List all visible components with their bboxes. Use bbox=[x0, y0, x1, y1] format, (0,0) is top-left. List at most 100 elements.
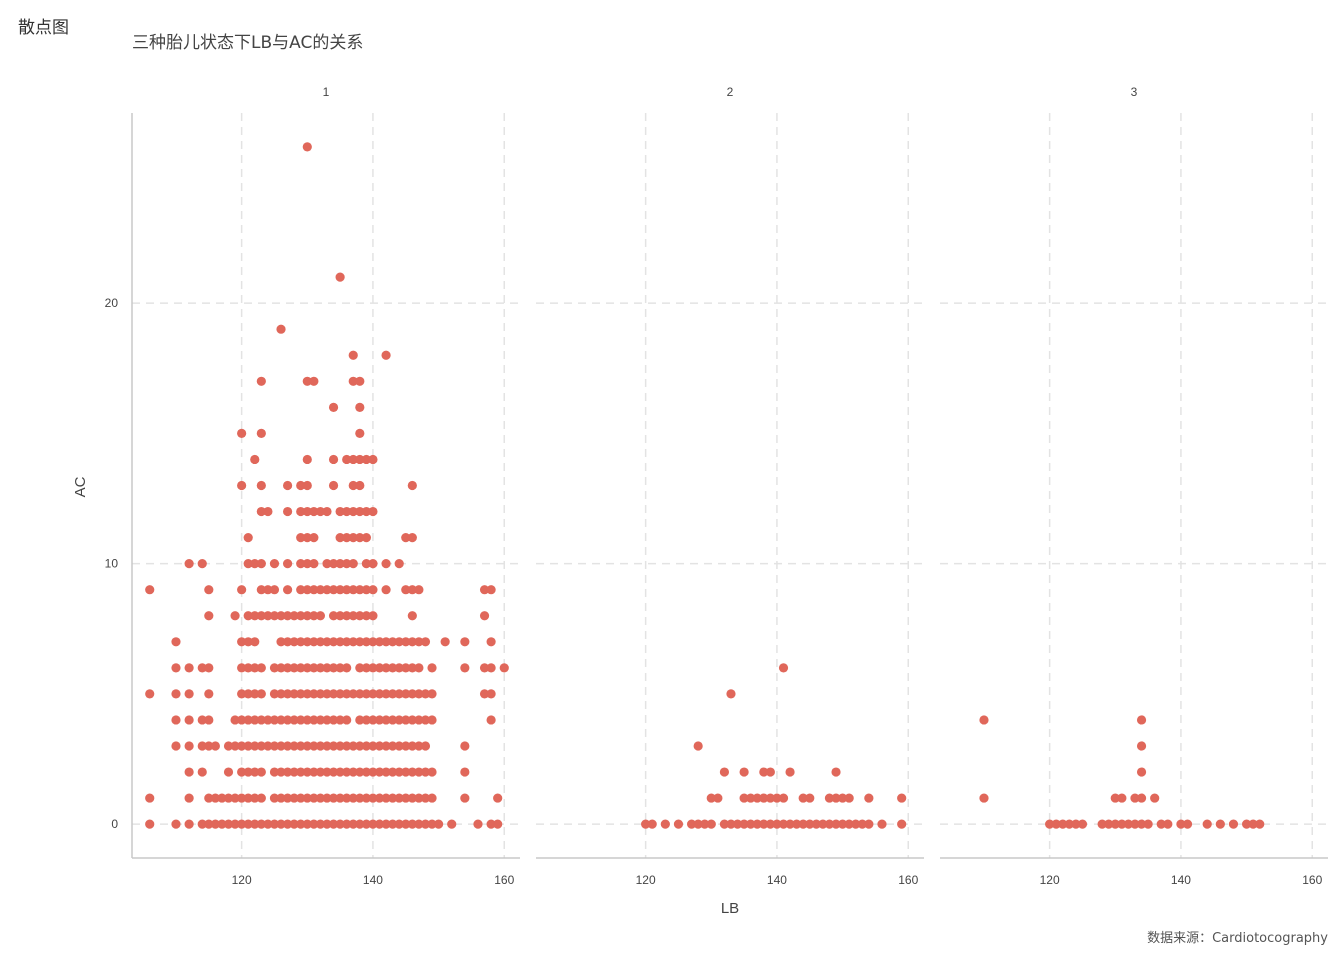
data-point bbox=[302, 506, 312, 517]
data-point bbox=[374, 689, 385, 699]
data-point bbox=[230, 741, 240, 751]
data-point bbox=[282, 611, 293, 621]
data-point bbox=[759, 767, 769, 777]
data-point bbox=[243, 611, 253, 621]
data-point bbox=[394, 663, 404, 673]
data-point bbox=[243, 819, 253, 829]
data-point bbox=[237, 819, 247, 829]
data-point bbox=[184, 793, 194, 803]
data-point bbox=[1071, 819, 1081, 829]
data-point bbox=[322, 689, 332, 699]
data-point bbox=[302, 663, 312, 673]
data-point bbox=[368, 454, 378, 465]
data-point bbox=[479, 689, 490, 699]
data-point bbox=[460, 741, 470, 751]
data-point bbox=[315, 715, 326, 725]
data-point bbox=[145, 819, 155, 829]
data-point bbox=[302, 689, 312, 699]
data-point bbox=[673, 819, 684, 829]
data-point bbox=[381, 559, 391, 569]
data-point bbox=[217, 793, 227, 803]
data-point bbox=[322, 767, 332, 777]
data-point bbox=[256, 689, 266, 699]
data-point bbox=[335, 715, 345, 725]
data-point bbox=[427, 793, 437, 803]
data-point bbox=[479, 611, 490, 621]
data-point bbox=[322, 559, 332, 569]
data-point bbox=[772, 793, 782, 803]
data-point bbox=[335, 611, 345, 621]
data-point bbox=[250, 741, 260, 751]
data-point bbox=[407, 585, 417, 595]
data-point bbox=[824, 819, 835, 829]
data-point bbox=[342, 663, 352, 673]
data-point bbox=[414, 767, 424, 777]
data-point bbox=[388, 767, 398, 777]
data-point bbox=[335, 663, 345, 673]
data-point bbox=[237, 689, 247, 699]
data-point bbox=[243, 663, 253, 673]
x-tick-label: 140 bbox=[1171, 873, 1191, 887]
data-point bbox=[250, 715, 260, 725]
data-point bbox=[388, 715, 398, 725]
data-point bbox=[269, 793, 280, 803]
data-point bbox=[256, 428, 266, 439]
data-point bbox=[263, 819, 273, 829]
data-point bbox=[309, 637, 319, 647]
data-point bbox=[1097, 819, 1107, 829]
data-point bbox=[460, 663, 470, 673]
data-point bbox=[348, 767, 358, 777]
data-point bbox=[407, 819, 417, 829]
data-point bbox=[381, 715, 391, 725]
data-point bbox=[276, 793, 286, 803]
data-point bbox=[204, 819, 214, 829]
data-point bbox=[197, 819, 207, 829]
data-point bbox=[237, 741, 247, 751]
data-point bbox=[269, 585, 280, 595]
data-point bbox=[282, 793, 293, 803]
data-point bbox=[256, 376, 266, 386]
data-point bbox=[302, 585, 312, 595]
data-point bbox=[374, 741, 385, 751]
data-point bbox=[851, 819, 861, 829]
data-point bbox=[204, 663, 214, 673]
data-point bbox=[368, 559, 378, 569]
data-point bbox=[328, 402, 339, 412]
data-point bbox=[706, 793, 716, 803]
data-point bbox=[315, 611, 326, 621]
data-point bbox=[844, 819, 854, 829]
data-point bbox=[342, 506, 352, 517]
data-point bbox=[184, 663, 194, 673]
data-point bbox=[282, 480, 293, 491]
data-point bbox=[348, 532, 358, 543]
data-point bbox=[355, 793, 365, 803]
data-point bbox=[647, 819, 657, 829]
data-point bbox=[361, 819, 371, 829]
data-point bbox=[296, 637, 306, 647]
data-point bbox=[1123, 819, 1134, 829]
data-point bbox=[276, 611, 286, 621]
data-point bbox=[433, 819, 444, 829]
data-point bbox=[256, 480, 266, 491]
data-point bbox=[355, 402, 365, 412]
data-point bbox=[361, 611, 371, 621]
data-point bbox=[269, 715, 280, 725]
data-point bbox=[250, 637, 260, 647]
data-point bbox=[237, 767, 247, 777]
data-point bbox=[171, 819, 181, 829]
data-point bbox=[184, 741, 194, 751]
data-point bbox=[302, 741, 312, 751]
data-point bbox=[237, 428, 247, 439]
data-point bbox=[204, 689, 214, 699]
data-point bbox=[864, 793, 874, 803]
data-point bbox=[355, 637, 365, 647]
data-point bbox=[355, 741, 365, 751]
x-tick-label: 160 bbox=[898, 873, 918, 887]
data-point bbox=[1163, 819, 1173, 829]
data-point bbox=[322, 741, 332, 751]
data-point bbox=[328, 715, 339, 725]
data-point bbox=[811, 819, 821, 829]
data-point bbox=[407, 637, 417, 647]
data-point bbox=[282, 585, 293, 595]
data-point bbox=[322, 793, 332, 803]
